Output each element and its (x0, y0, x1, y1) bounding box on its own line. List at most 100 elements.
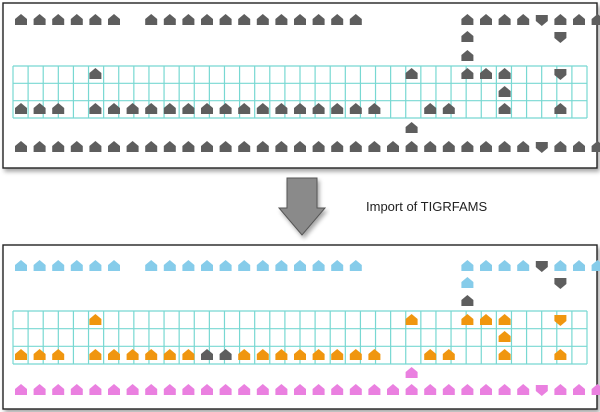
house-marker-icon (219, 14, 232, 25)
house-marker-icon (201, 14, 213, 25)
house-marker-icon (219, 384, 232, 395)
house-marker-icon (89, 103, 102, 114)
house-marker-icon (312, 14, 325, 25)
house-marker-icon (349, 384, 362, 395)
shield-marker-icon (554, 278, 567, 289)
house-marker-icon (182, 103, 195, 114)
house-marker-icon (201, 103, 213, 114)
house-marker-icon (182, 141, 195, 152)
house-marker-icon (145, 141, 158, 152)
house-marker-icon (591, 384, 600, 395)
house-marker-icon (70, 14, 83, 25)
house-marker-icon (15, 384, 27, 395)
after-panel (2, 244, 600, 410)
shield-marker-icon (554, 315, 567, 326)
house-marker-icon (480, 260, 492, 271)
house-marker-icon (424, 103, 437, 114)
after-markers (15, 260, 600, 396)
house-marker-icon (33, 14, 46, 25)
house-marker-icon (182, 14, 195, 25)
house-marker-icon (424, 141, 437, 152)
house-marker-icon (89, 314, 102, 325)
house-marker-icon (163, 141, 176, 152)
house-marker-icon (461, 277, 474, 288)
house-marker-icon (294, 14, 306, 25)
house-marker-icon (461, 260, 474, 271)
house-marker-icon (275, 14, 288, 25)
house-marker-icon (275, 384, 288, 395)
house-marker-icon (424, 384, 437, 395)
house-marker-icon (368, 384, 381, 395)
house-marker-icon (238, 14, 251, 25)
house-marker-icon (15, 14, 27, 25)
house-marker-icon (33, 260, 46, 271)
house-marker-icon (461, 68, 474, 79)
house-marker-icon (219, 103, 232, 114)
house-marker-icon (15, 103, 27, 114)
house-marker-icon (108, 384, 120, 395)
shield-marker-icon (535, 385, 548, 396)
house-marker-icon (387, 384, 399, 395)
house-marker-icon (442, 384, 455, 395)
house-marker-icon (461, 295, 474, 306)
house-marker-icon (517, 14, 530, 25)
house-marker-icon (33, 141, 46, 152)
house-marker-icon (294, 260, 306, 271)
house-marker-icon (126, 141, 139, 152)
house-marker-icon (517, 141, 530, 152)
house-marker-icon (294, 349, 306, 360)
house-marker-icon (256, 141, 269, 152)
house-marker-icon (480, 141, 492, 152)
house-marker-icon (201, 384, 213, 395)
house-marker-icon (145, 384, 158, 395)
house-marker-icon (182, 260, 195, 271)
house-marker-icon (89, 68, 102, 79)
house-marker-icon (70, 260, 83, 271)
house-marker-icon (312, 349, 325, 360)
house-marker-icon (498, 349, 511, 360)
house-marker-icon (312, 260, 325, 271)
house-marker-icon (368, 349, 381, 360)
house-marker-icon (461, 31, 474, 42)
house-marker-icon (163, 260, 176, 271)
house-marker-icon (405, 68, 418, 79)
house-marker-icon (442, 349, 455, 360)
house-marker-icon (442, 103, 455, 114)
house-marker-icon (294, 103, 306, 114)
house-marker-icon (554, 103, 567, 114)
house-marker-icon (201, 260, 213, 271)
house-marker-icon (182, 349, 195, 360)
house-marker-icon (331, 349, 344, 360)
house-marker-icon (498, 86, 511, 97)
house-marker-icon (331, 260, 344, 271)
house-marker-icon (256, 260, 269, 271)
house-marker-icon (573, 384, 585, 395)
before-markers (15, 14, 600, 153)
house-marker-icon (387, 141, 399, 152)
house-marker-icon (498, 331, 511, 342)
house-marker-icon (89, 384, 102, 395)
house-marker-icon (312, 384, 325, 395)
house-marker-icon (368, 141, 381, 152)
house-marker-icon (591, 141, 600, 152)
shield-marker-icon (554, 69, 567, 80)
house-marker-icon (238, 260, 251, 271)
house-marker-icon (256, 349, 269, 360)
house-marker-icon (312, 141, 325, 152)
house-marker-icon (498, 384, 511, 395)
house-marker-icon (182, 384, 195, 395)
house-marker-icon (219, 260, 232, 271)
house-marker-icon (52, 384, 65, 395)
house-marker-icon (442, 141, 455, 152)
house-marker-icon (52, 103, 65, 114)
house-marker-icon (294, 384, 306, 395)
shield-marker-icon (535, 15, 548, 26)
house-marker-icon (461, 50, 474, 61)
house-marker-icon (275, 260, 288, 271)
house-marker-icon (163, 103, 176, 114)
house-marker-icon (126, 103, 139, 114)
house-marker-icon (480, 314, 492, 325)
house-marker-icon (461, 141, 474, 152)
house-marker-icon (591, 260, 600, 271)
